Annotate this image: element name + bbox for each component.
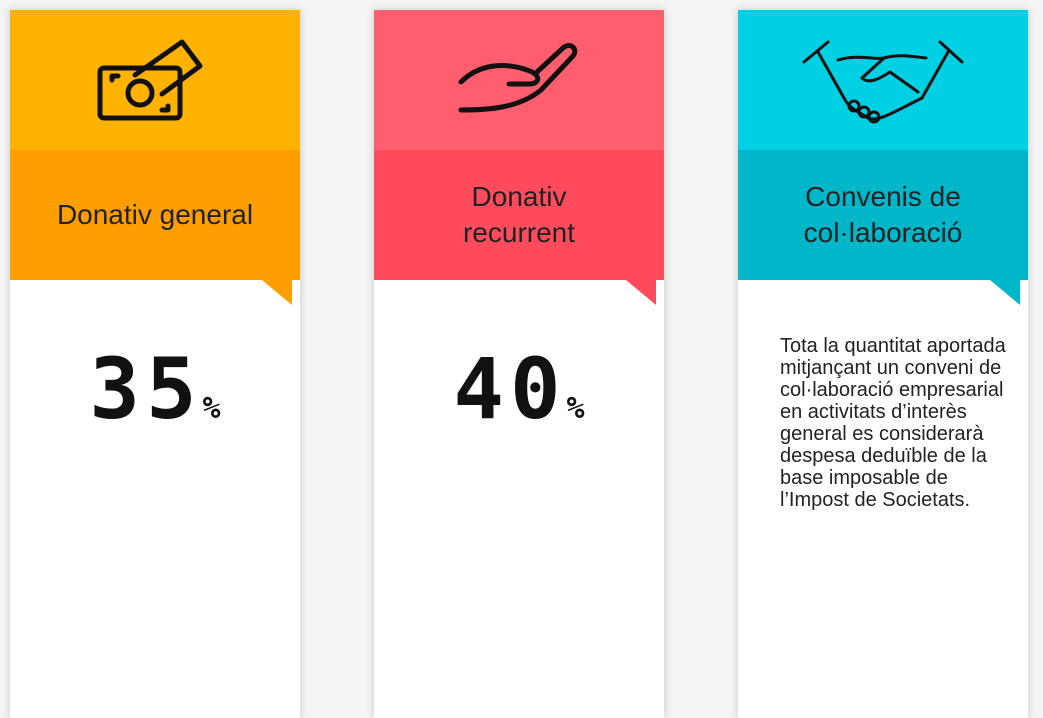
card-title: Donativ general [56, 199, 254, 230]
percent-sign: % [566, 391, 585, 426]
percent-value: 40 [453, 340, 567, 438]
card: Convenis de col·laboració Tota la quanti… [738, 10, 1028, 718]
handshake-icon [802, 40, 964, 124]
card: Donativ general 35% [10, 10, 300, 718]
card-title: Convenis de col·laboració [803, 181, 963, 248]
card-title-band: Convenis de col·laboració [738, 150, 1028, 305]
card-title-band: Donativ recurrent [374, 150, 664, 305]
percent-value: 35 [89, 340, 203, 438]
pointer [626, 280, 656, 305]
card-header [374, 10, 664, 150]
pointer [990, 280, 1020, 305]
card: Donativ recurrent 40% [374, 10, 664, 718]
hand-icon [458, 43, 578, 113]
card-header [10, 10, 300, 150]
card-header [738, 10, 1028, 150]
pointer [262, 280, 292, 305]
card-title-band: Donativ general [10, 150, 300, 305]
card-description: Tota la quantitat aportada mitjançant un… [780, 335, 1006, 511]
money-icon [97, 39, 203, 121]
percentage: 35% [10, 340, 300, 438]
percent-sign: % [202, 391, 221, 426]
percentage: 40% [374, 340, 664, 438]
card-title: Donativ recurrent [462, 181, 576, 248]
